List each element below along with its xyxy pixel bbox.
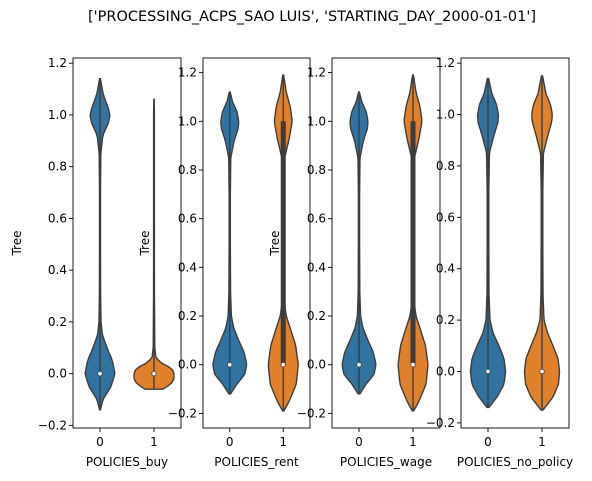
- ytick-label-POLICIES_buy-6: 1.0: [48, 108, 67, 122]
- xlabel-POLICIES_wage: POLICIES_wage: [340, 455, 432, 469]
- axes-frame-POLICIES_buy: [72, 57, 182, 429]
- violin-median-POLICIES_wage-1: [410, 362, 416, 368]
- panel-POLICIES_wage: −0.2 0.0 0.2 0.4 0.6 0.8 1.0 1.2 0 1 POLICIES_wage…: [268, 57, 441, 469]
- xtick-label-POLICIES_buy-0: 0: [96, 435, 104, 449]
- ytick-label-POLICIES_buy-4: 0.6: [48, 211, 67, 225]
- ytick-label-POLICIES_buy-1: 0.0: [48, 367, 67, 381]
- ytick-label-POLICIES_no_policy-4: 0.6: [436, 210, 455, 224]
- ytick-label-POLICIES_buy-7: 1.2: [48, 56, 67, 70]
- xtick-label-POLICIES_rent-1: 1: [279, 435, 287, 449]
- ytick-label-POLICIES_wage-6: 1.0: [307, 114, 326, 128]
- ytick-label-POLICIES_no_policy-5: 0.8: [436, 159, 455, 173]
- ytick-label-POLICIES_wage-7: 1.2: [307, 66, 326, 80]
- violin-median-POLICIES_buy-0: [97, 370, 103, 377]
- xlabel-POLICIES_buy: POLICIES_buy: [86, 455, 168, 469]
- violin-median-POLICIES_buy-1: [151, 370, 157, 377]
- panel-POLICIES_rent: −0.2 0.0 0.2 0.4 0.6 0.8 1.0 1.2 0 1 POLICIES_rent…: [138, 57, 311, 469]
- xtick-label-POLICIES_wage-1: 1: [409, 435, 417, 449]
- ylabel-POLICIES_rent: Tree: [138, 230, 152, 256]
- violin-median-POLICIES_no_policy-1: [539, 368, 545, 375]
- ytick-label-POLICIES_buy-0: −0.2: [38, 418, 67, 432]
- ylabel-POLICIES_buy: Tree: [10, 230, 24, 256]
- ytick-label-POLICIES_wage-1: 0.0: [307, 358, 326, 372]
- ytick-label-POLICIES_rent-5: 0.8: [178, 163, 197, 177]
- ytick-label-POLICIES_rent-6: 1.0: [178, 114, 197, 128]
- xlabel-POLICIES_rent: POLICIES_rent: [214, 455, 299, 469]
- axes-frame-POLICIES_wage: [331, 57, 441, 429]
- ytick-label-POLICIES_rent-4: 0.6: [178, 212, 197, 226]
- panel-POLICIES_buy: −0.2 0.0 0.2 0.4 0.6 0.8 1.0 1.2 0 1 POLICIES_buy T…: [10, 56, 182, 469]
- ytick-label-POLICIES_buy-5: 0.8: [48, 160, 67, 174]
- ytick-label-POLICIES_rent-2: 0.2: [178, 309, 197, 323]
- ytick-label-POLICIES_rent-7: 1.2: [178, 66, 197, 80]
- ytick-label-POLICIES_rent-0: −0.2: [168, 406, 197, 420]
- panel-POLICIES_no_policy: −0.2 0.0 0.2 0.4 0.6 0.8 1.0 1.2 0 1 POLICIES_no_p…: [426, 56, 573, 469]
- xtick-label-POLICIES_wage-0: 0: [355, 435, 363, 449]
- xtick-label-POLICIES_no_policy-1: 1: [538, 435, 546, 449]
- ytick-label-POLICIES_no_policy-2: 0.2: [436, 313, 455, 327]
- violin-median-POLICIES_rent-0: [227, 362, 233, 368]
- xtick-label-POLICIES_no_policy-0: 0: [484, 435, 492, 449]
- ytick-label-POLICIES_buy-3: 0.4: [48, 263, 67, 277]
- ytick-label-POLICIES_wage-3: 0.4: [307, 260, 326, 274]
- xtick-label-POLICIES_buy-1: 1: [150, 435, 158, 449]
- axes-frame-POLICIES_no_policy: [460, 57, 570, 429]
- violin-median-POLICIES_no_policy-0: [485, 368, 491, 375]
- ytick-label-POLICIES_no_policy-0: −0.2: [426, 416, 455, 430]
- ytick-label-POLICIES_rent-3: 0.4: [178, 260, 197, 274]
- ylabel-POLICIES_wage: Tree: [268, 230, 282, 256]
- axes-frame-POLICIES_rent: [202, 57, 311, 429]
- ytick-label-POLICIES_no_policy-1: 0.0: [436, 364, 455, 378]
- ytick-label-POLICIES_rent-1: 0.0: [178, 358, 197, 372]
- xtick-label-POLICIES_rent-0: 0: [226, 435, 234, 449]
- ytick-label-POLICIES_wage-0: −0.2: [297, 406, 326, 420]
- ytick-label-POLICIES_no_policy-6: 1.0: [436, 108, 455, 122]
- ytick-label-POLICIES_buy-2: 0.2: [48, 315, 67, 329]
- violin-median-POLICIES_wage-0: [356, 362, 362, 368]
- ytick-label-POLICIES_wage-4: 0.6: [307, 212, 326, 226]
- ytick-label-POLICIES_wage-2: 0.2: [307, 309, 326, 323]
- xlabel-POLICIES_no_policy: POLICIES_no_policy: [457, 455, 573, 469]
- violin-median-POLICIES_rent-1: [280, 362, 286, 368]
- ytick-label-POLICIES_wage-5: 0.8: [307, 163, 326, 177]
- ytick-label-POLICIES_no_policy-7: 1.2: [436, 56, 455, 70]
- figure-title: ['PROCESSING_ACPS_SAO LUIS', 'STARTING_D…: [88, 9, 536, 25]
- ytick-label-POLICIES_no_policy-3: 0.4: [436, 262, 455, 276]
